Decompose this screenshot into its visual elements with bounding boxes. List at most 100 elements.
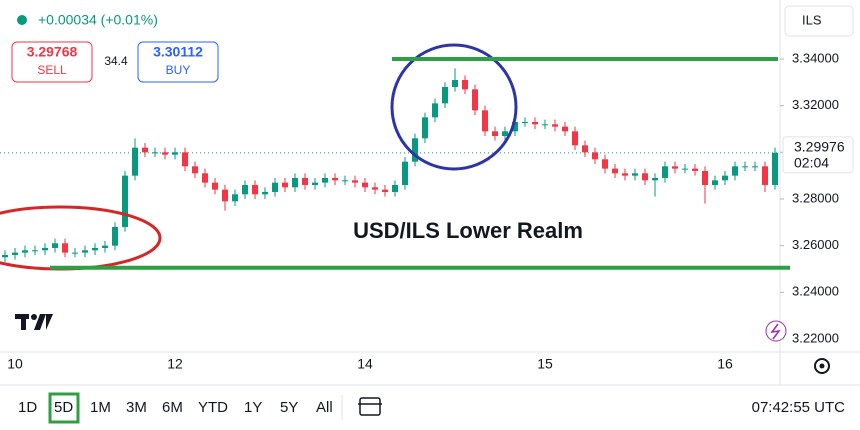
candle-body: [342, 180, 348, 182]
candle-body: [392, 184, 398, 192]
candle-body: [702, 170, 708, 185]
candle-body: [272, 182, 278, 192]
candle-body: [12, 252, 18, 255]
y-tick-label: 3.22000: [792, 330, 839, 345]
candle-body: [142, 147, 148, 153]
candle-body: [262, 191, 268, 195]
candle-body: [512, 121, 518, 132]
sell-price: 3.29768: [27, 44, 78, 60]
candle-body: [532, 121, 538, 125]
candle-body: [92, 247, 98, 251]
candle-body: [282, 182, 288, 188]
status-dot: [17, 15, 27, 25]
candle-body: [2, 254, 8, 258]
candle-body: [752, 166, 758, 168]
candle-body: [202, 173, 208, 183]
candle-body: [322, 177, 328, 183]
candle-body: [72, 252, 78, 254]
candle-body: [592, 152, 598, 160]
settings-button[interactable]: [814, 358, 830, 374]
candle-body: [192, 166, 198, 174]
candle-body: [582, 145, 588, 153]
candle-body: [62, 243, 68, 253]
candle-body: [242, 184, 248, 195]
candle-body: [22, 250, 28, 253]
candle-body: [102, 245, 108, 248]
candle-body: [112, 226, 118, 246]
candle-body: [762, 166, 768, 185]
timeframe-button[interactable]: YTD: [198, 399, 228, 416]
candle-body: [552, 124, 558, 127]
timeframe-button[interactable]: 6M: [162, 399, 183, 416]
sell-button[interactable]: [11, 41, 93, 83]
candle-body: [452, 80, 458, 88]
candle-body: [662, 166, 668, 178]
lightning-icon: [770, 323, 781, 340]
candle-body: [212, 182, 218, 190]
candle-body: [772, 152, 778, 185]
date-range-button[interactable]: [359, 397, 381, 416]
candle-body: [252, 184, 258, 195]
candle-body: [432, 103, 438, 118]
timeframe-button[interactable]: 1Y: [244, 399, 262, 416]
candle-body: [642, 173, 648, 181]
sell-label: SELL: [37, 63, 67, 77]
x-tick-label: 16: [717, 356, 733, 372]
change: +0.00034 (+0.01%): [38, 12, 158, 28]
timeframes: 1D 5D 1M 3M 6M YTD 1Y 5Y All: [18, 392, 333, 424]
candle-body: [362, 182, 368, 188]
candle-body: [162, 152, 168, 155]
y-tick-label: 3.34000: [792, 50, 839, 65]
timeframe-button[interactable]: 5D: [54, 399, 73, 416]
timeframe-selected: [48, 392, 80, 424]
settings-icon: [819, 363, 825, 369]
last-price-label: 3.29976: [794, 139, 845, 155]
candle-body: [422, 117, 428, 139]
x-tick-label: 15: [537, 356, 553, 372]
y-tick-label: 3.24000: [792, 284, 839, 299]
candle-body: [442, 87, 448, 104]
candle-body: [182, 152, 188, 167]
clock: 07:42:55 UTC: [752, 399, 846, 416]
candle-body: [502, 131, 508, 136]
candle-body: [132, 147, 138, 176]
candle-body: [482, 110, 488, 132]
buy-price: 3.30112: [153, 44, 203, 60]
buy-label: BUY: [166, 63, 191, 77]
candle-body: [572, 131, 578, 146]
candle-body: [732, 166, 738, 176]
timeframe-button[interactable]: 1D: [18, 399, 37, 416]
timeframe-button[interactable]: 1M: [90, 399, 111, 416]
countdown: 02:04: [794, 155, 829, 171]
candle-body: [232, 194, 238, 202]
candle-body: [742, 166, 748, 168]
y-tick-label: 3.26000: [792, 237, 839, 252]
timeframe-button[interactable]: 3M: [126, 399, 147, 416]
candle-body: [42, 247, 48, 251]
logo-part: [21, 314, 26, 330]
candle-body: [652, 177, 658, 181]
logo: [15, 314, 53, 330]
currency: ILS: [802, 12, 822, 27]
candle-body: [522, 121, 528, 123]
candle-body: [672, 166, 678, 169]
candle-body: [312, 182, 318, 185]
annotation: USD/ILS Lower Realm: [353, 218, 583, 243]
buy-button[interactable]: [137, 41, 219, 83]
candle-body: [602, 159, 608, 169]
timeframe-button[interactable]: All: [316, 399, 333, 416]
candle-body: [632, 173, 638, 176]
candle-body: [692, 168, 698, 171]
candle-body: [172, 152, 178, 155]
timeframe-button[interactable]: 5Y: [280, 399, 298, 416]
currency-button[interactable]: [784, 5, 854, 37]
candle-body: [472, 89, 478, 111]
candle-body: [302, 177, 308, 185]
candle-body: [352, 180, 358, 183]
plot: [0, 68, 780, 262]
candle-body: [562, 126, 568, 132]
candle-body: [462, 80, 468, 90]
candle-body: [52, 243, 58, 248]
spread: 34.4: [104, 54, 128, 68]
candle-body: [372, 187, 378, 190]
